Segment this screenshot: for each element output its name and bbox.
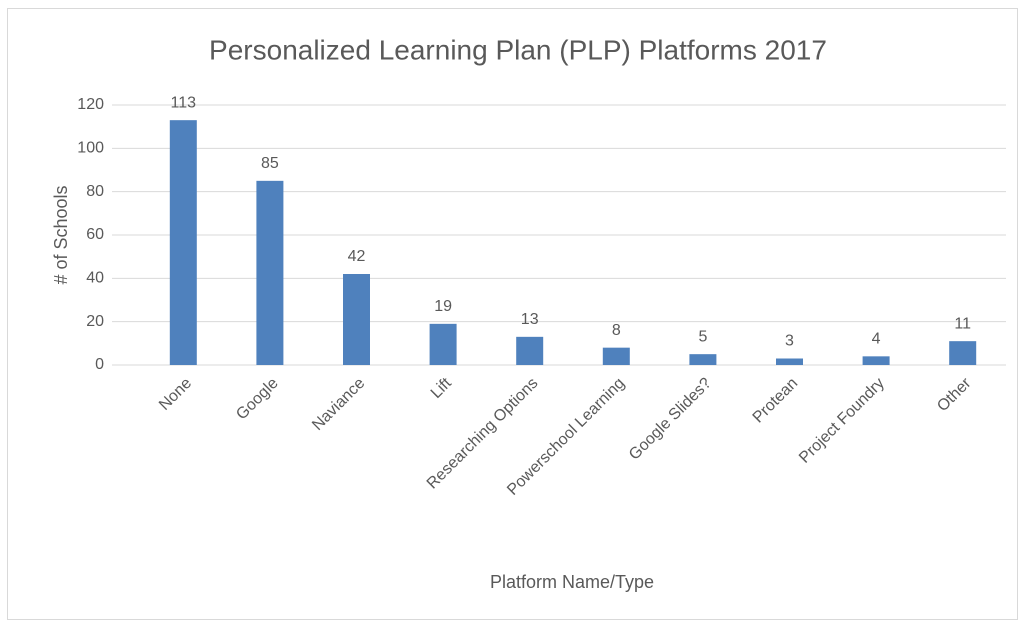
y-tick-label: 0 bbox=[95, 356, 104, 373]
y-tick-label: 80 bbox=[86, 183, 104, 200]
chart-border bbox=[7, 8, 1018, 620]
bar bbox=[776, 358, 803, 365]
y-tick-label: 20 bbox=[86, 313, 104, 330]
y-axis-label: # of Schools bbox=[51, 185, 71, 284]
bar bbox=[429, 323, 457, 365]
data-label: 11 bbox=[954, 315, 971, 332]
data-label: 85 bbox=[261, 155, 279, 172]
bar bbox=[169, 120, 197, 366]
y-tick-label: 60 bbox=[86, 226, 104, 243]
bar bbox=[949, 341, 977, 365]
y-tick-label: 120 bbox=[77, 96, 104, 113]
data-label: 5 bbox=[698, 328, 707, 345]
data-label: 4 bbox=[872, 331, 881, 348]
data-label: 8 bbox=[612, 322, 621, 339]
bar bbox=[602, 347, 630, 365]
data-label: 3 bbox=[785, 333, 794, 350]
y-tick-label: 100 bbox=[77, 140, 104, 157]
data-label: 113 bbox=[171, 94, 197, 111]
chart-title: Personalized Learning Plan (PLP) Platfor… bbox=[209, 34, 827, 65]
data-label: 13 bbox=[521, 311, 539, 328]
bar bbox=[343, 274, 370, 365]
data-label: 19 bbox=[434, 298, 452, 315]
y-tick-label: 40 bbox=[86, 270, 104, 287]
data-label: 42 bbox=[348, 248, 366, 265]
bar bbox=[256, 180, 284, 365]
bar bbox=[862, 356, 890, 365]
bar bbox=[516, 336, 544, 365]
x-axis-label: Platform Name/Type bbox=[490, 572, 654, 592]
bar bbox=[689, 354, 717, 365]
